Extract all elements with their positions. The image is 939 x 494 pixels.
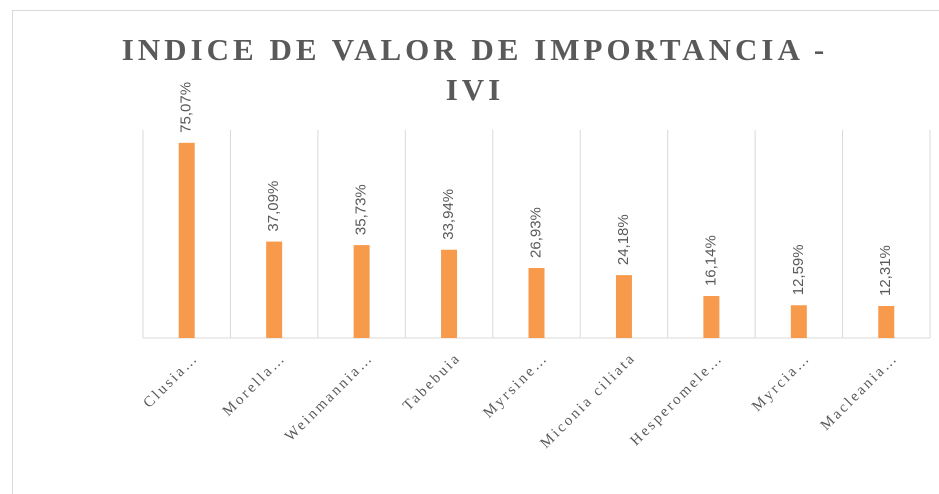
bar: [353, 245, 370, 338]
value-label: 16,14%: [702, 235, 719, 286]
value-label: 33,94%: [440, 189, 457, 240]
x-tick-label: Weinmannia…: [282, 350, 377, 445]
x-tick-label: Morella…: [220, 350, 290, 420]
x-tick-label: Miconia ciliata: [537, 350, 639, 452]
x-tick-label: Clusia…: [141, 350, 202, 411]
bar: [790, 305, 807, 338]
bar: [878, 305, 895, 338]
value-label: 37,09%: [265, 181, 282, 232]
x-tick-label: Myrsine…: [480, 350, 551, 421]
x-tick-label: Myrcia…: [749, 350, 814, 415]
bar: [266, 241, 283, 338]
value-label: 12,59%: [790, 244, 807, 295]
chart-border: [12, 10, 939, 494]
x-tick-label: Macleania…: [818, 350, 902, 434]
bar: [528, 267, 545, 338]
x-tick-label: Tabebuia: [400, 350, 464, 414]
bar: [703, 296, 720, 338]
value-label: 12,31%: [877, 245, 894, 296]
bar: [178, 142, 195, 338]
value-label: 75,07%: [178, 82, 195, 133]
value-label: 35,73%: [353, 184, 370, 235]
chart-title: INDICE DE VALOR DE IMPORTANCIA - IVI: [121, 32, 829, 107]
bar: [615, 275, 632, 338]
bar: [441, 249, 458, 338]
value-label: 26,93%: [527, 207, 544, 258]
value-label: 24,18%: [615, 214, 632, 265]
x-tick-label: Hesperomele…: [628, 350, 727, 449]
